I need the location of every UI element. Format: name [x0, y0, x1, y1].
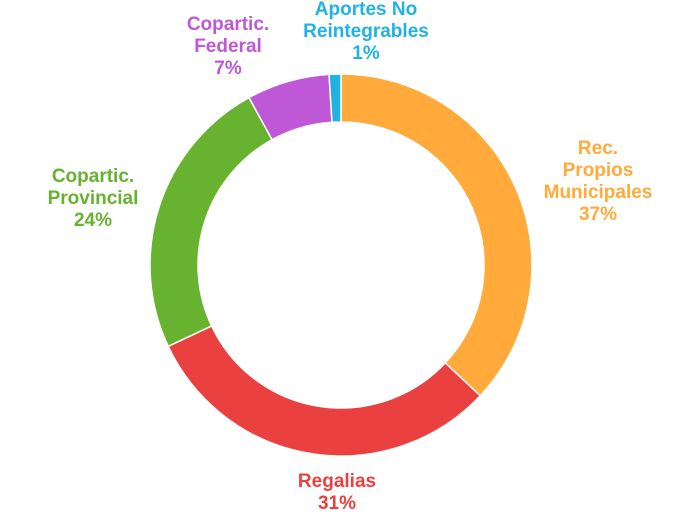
slice-labels: Rec. Propios Municipales 37% Regalias 31% Copa…: [48, 0, 653, 514]
label-percent-copartic-provincial: 24%: [74, 210, 112, 231]
label-text-copartic-provincial: Provincial: [48, 188, 139, 209]
label-text-rec-propios-municipales: Propios: [563, 160, 634, 181]
label-copartic-federal: Copartic. Federal 7%: [187, 14, 269, 79]
label-text-aportes-no-reintegrables: Aportes No: [315, 0, 417, 20]
label-percent-regalias: 31%: [318, 493, 356, 514]
label-regalias: Regalias 31%: [298, 471, 376, 514]
label-rec-propios-municipales: Rec. Propios Municipales 37%: [544, 138, 653, 225]
slice-regalias: [167, 324, 482, 457]
label-text-rec-propios-municipales: Municipales: [544, 182, 653, 203]
slice-copartic-provincial: [149, 96, 274, 348]
label-text-regalias: Regalias: [298, 471, 376, 492]
label-text-rec-propios-municipales: Rec.: [578, 138, 618, 159]
slice-rec-propios-municipales: [340, 73, 533, 397]
label-text-aportes-no-reintegrables: Reintegrables: [303, 21, 429, 42]
label-percent-aportes-no-reintegrables: 1%: [352, 43, 380, 64]
label-percent-copartic-federal: 7%: [214, 58, 242, 79]
label-percent-rec-propios-municipales: 37%: [579, 204, 617, 225]
label-text-copartic-provincial: Copartic.: [52, 166, 134, 187]
label-text-copartic-federal: Copartic.: [187, 14, 269, 35]
label-text-copartic-federal: Federal: [194, 36, 262, 57]
label-aportes-no-reintegrables: Aportes No Reintegrables 1%: [303, 0, 429, 64]
donut-slices: [149, 73, 533, 457]
label-copartic-provincial: Copartic. Provincial 24%: [48, 166, 139, 231]
slice-aportes-no-reintegrables: [328, 73, 342, 124]
